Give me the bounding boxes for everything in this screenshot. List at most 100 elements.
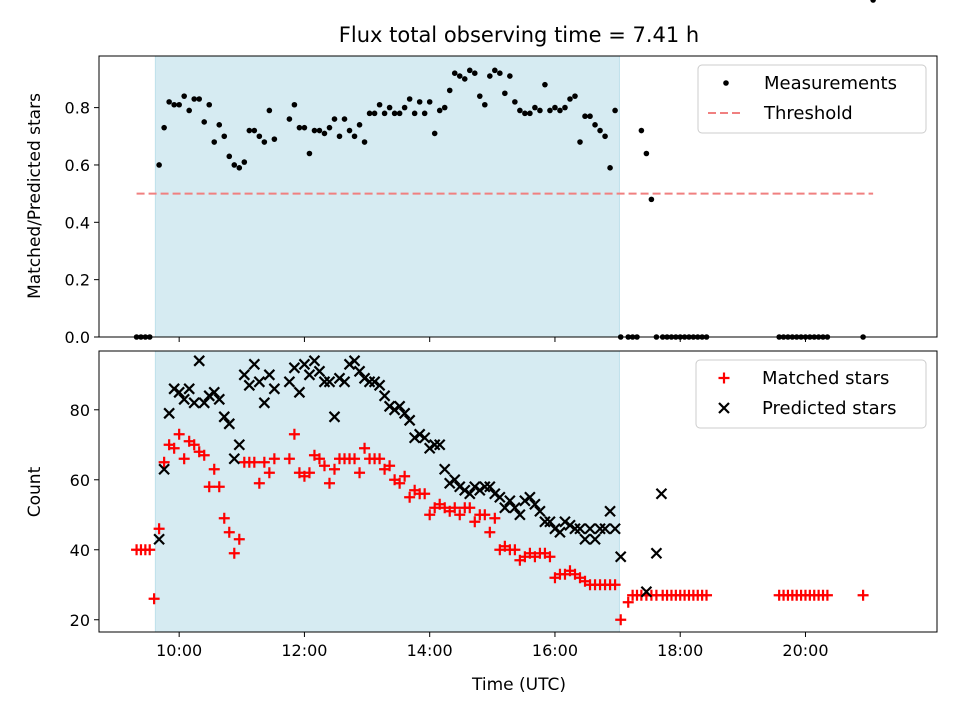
matched-stars-point — [168, 442, 180, 454]
measurement-point — [256, 133, 263, 140]
matched-stars-point — [148, 593, 160, 605]
measurement-point — [386, 104, 393, 111]
matched-stars-point — [288, 428, 300, 440]
measurement-point — [527, 110, 533, 117]
measurement-point — [587, 113, 593, 120]
matched-stars-point — [198, 449, 210, 461]
matched-stars-point — [404, 491, 416, 503]
predicted-stars-point — [428, 439, 441, 451]
legend: Matched stars Predicted stars — [695, 359, 927, 429]
predicted-stars-point — [178, 393, 190, 406]
predicted-stars-point — [158, 463, 170, 476]
predicted-stars-point — [403, 414, 416, 427]
matched-stars-point — [544, 551, 556, 563]
measurement-point — [286, 116, 293, 122]
plot-frame — [98, 350, 938, 633]
predicted-stars-point — [353, 365, 366, 378]
measurement-point — [421, 110, 428, 117]
measurement-point — [261, 139, 268, 145]
y-tick-label: 0.0 — [65, 328, 90, 347]
measurement-point — [186, 107, 192, 114]
predicted-stars-point — [318, 376, 331, 388]
measurement-point — [226, 153, 233, 160]
predicted-stars-point — [238, 369, 251, 381]
measurement-point — [451, 70, 458, 77]
matched-stars-point — [313, 453, 325, 465]
predicted-stars-point — [448, 473, 461, 486]
predicted-stars-point — [248, 358, 261, 371]
matched-stars-point — [178, 453, 190, 465]
measurement-point — [401, 104, 408, 111]
matched-stars-point — [203, 481, 215, 493]
measurement-point — [411, 110, 418, 117]
measurement-point — [582, 113, 588, 120]
predicted-stars-point — [303, 369, 316, 381]
predicted-stars-point — [640, 585, 653, 598]
measurement-point — [870, 0, 876, 3]
predicted-stars-point — [373, 379, 386, 392]
series-matched-stars — [131, 428, 869, 626]
matched-stars-point — [479, 509, 491, 521]
predicted-stars-point — [418, 432, 431, 444]
measurement-point — [522, 110, 528, 117]
legend-label: Measurements — [764, 73, 897, 94]
legend-label: Threshold — [763, 103, 853, 124]
predicted-stars-point — [529, 498, 541, 511]
predicted-stars-point — [243, 379, 256, 392]
series-predicted-stars — [153, 355, 668, 598]
matched-stars-point — [609, 579, 621, 591]
matched-stars-point — [349, 453, 361, 465]
measurement-point — [346, 127, 353, 134]
measurement-point — [361, 139, 368, 145]
matched-stars-point — [424, 509, 436, 521]
measurement-point — [376, 101, 383, 108]
matched-stars-point — [268, 453, 280, 465]
measurement-point — [441, 104, 448, 111]
measurement-point — [296, 124, 303, 131]
measurement-point — [171, 101, 177, 108]
measurement-point — [547, 107, 553, 114]
predicted-stars-point — [499, 501, 511, 514]
predicted-stars-point — [438, 463, 451, 476]
predicted-stars-point — [594, 522, 606, 535]
matched-stars-point — [615, 614, 627, 626]
predicted-stars-point — [323, 376, 336, 388]
measurement-point — [176, 101, 182, 108]
matched-stars-point — [218, 512, 230, 524]
matched-stars-point — [394, 477, 406, 489]
matched-stars-point — [144, 544, 156, 556]
matched-stars-point — [489, 512, 501, 524]
predicted-stars-point — [579, 533, 591, 546]
predicted-stars-point — [609, 522, 621, 535]
predicted-stars-point — [574, 522, 586, 535]
matched-stars-point — [622, 596, 634, 608]
matched-stars-point — [228, 547, 240, 559]
legend-box — [697, 64, 927, 134]
x-tick-label: 18:00 — [657, 641, 703, 660]
predicted-stars-point — [655, 487, 668, 500]
plot-frame — [98, 55, 938, 338]
measurement-point — [612, 107, 618, 114]
predicted-stars-point — [494, 491, 506, 504]
matched-stars-point — [158, 456, 170, 468]
measurement-point — [607, 165, 613, 171]
matched-stars-point — [233, 533, 245, 545]
matched-stars-point — [509, 544, 521, 556]
legend-plus-icon — [718, 372, 730, 384]
measurement-point — [461, 76, 468, 82]
measurement-point — [567, 96, 573, 102]
top-panel-y-axis-title: Matched/Predicted stars — [25, 93, 45, 299]
measurement-point — [371, 110, 378, 117]
legend-box — [695, 359, 927, 429]
measurement-point — [476, 93, 483, 99]
legend-dot-icon — [723, 80, 729, 86]
predicted-stars-point — [484, 480, 496, 493]
legend-label: Predicted stars — [762, 398, 896, 419]
predicted-stars-point — [313, 365, 326, 378]
predicted-stars-point — [534, 505, 546, 518]
measurement-point — [406, 96, 413, 102]
matched-stars-point — [328, 463, 340, 475]
predicted-stars-point — [153, 533, 165, 546]
